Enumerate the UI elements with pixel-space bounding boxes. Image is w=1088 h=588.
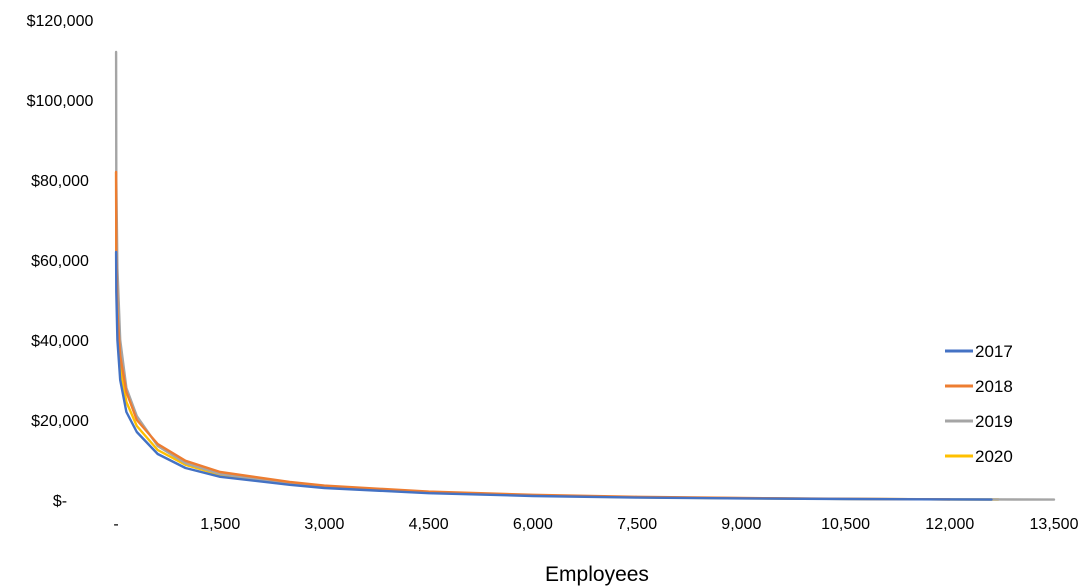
series-line-2020 xyxy=(114,170,1000,501)
x-tick-label: 12,000 xyxy=(925,516,974,533)
x-tick-label: 7,500 xyxy=(617,516,657,533)
x-tick-label: - xyxy=(113,516,118,533)
x-tick-label: 4,500 xyxy=(409,516,449,533)
x-tick-label: 13,500 xyxy=(1030,516,1079,533)
series-line-2017 xyxy=(114,250,993,501)
x-tick-label: 9,000 xyxy=(721,516,761,533)
series-line-2018 xyxy=(114,170,951,501)
series-line-2019 xyxy=(114,50,1056,501)
legend: 2017 2018 2019 2020 xyxy=(945,342,1013,466)
legend-label: 2020 xyxy=(975,447,1013,466)
y-tick-label: $- xyxy=(53,493,67,510)
y-tick-label: $60,000 xyxy=(31,253,89,270)
y-tick-label: $120,000 xyxy=(27,13,94,30)
x-axis-tick-labels: - 1,500 3,000 4,500 6,000 7,500 9,000 10,500 12,… xyxy=(113,516,1078,533)
legend-label: 2019 xyxy=(975,412,1013,431)
y-axis-tick-labels: $- $20,000 $40,000 $60,000 $80,000 $100,000 $1… xyxy=(27,13,94,510)
y-tick-label: $40,000 xyxy=(31,333,89,350)
x-tick-label: 6,000 xyxy=(513,516,553,533)
y-tick-label: $20,000 xyxy=(31,413,89,430)
x-tick-label: 10,500 xyxy=(821,516,870,533)
legend-label: 2017 xyxy=(975,342,1013,361)
y-tick-label: $80,000 xyxy=(31,173,89,190)
x-tick-label: 3,000 xyxy=(304,516,344,533)
plot-area xyxy=(114,50,1056,501)
x-tick-label: 1,500 xyxy=(200,516,240,533)
y-tick-label: $100,000 xyxy=(27,93,94,110)
legend-label: 2018 xyxy=(975,377,1013,396)
x-axis-title: Employees xyxy=(545,563,649,586)
